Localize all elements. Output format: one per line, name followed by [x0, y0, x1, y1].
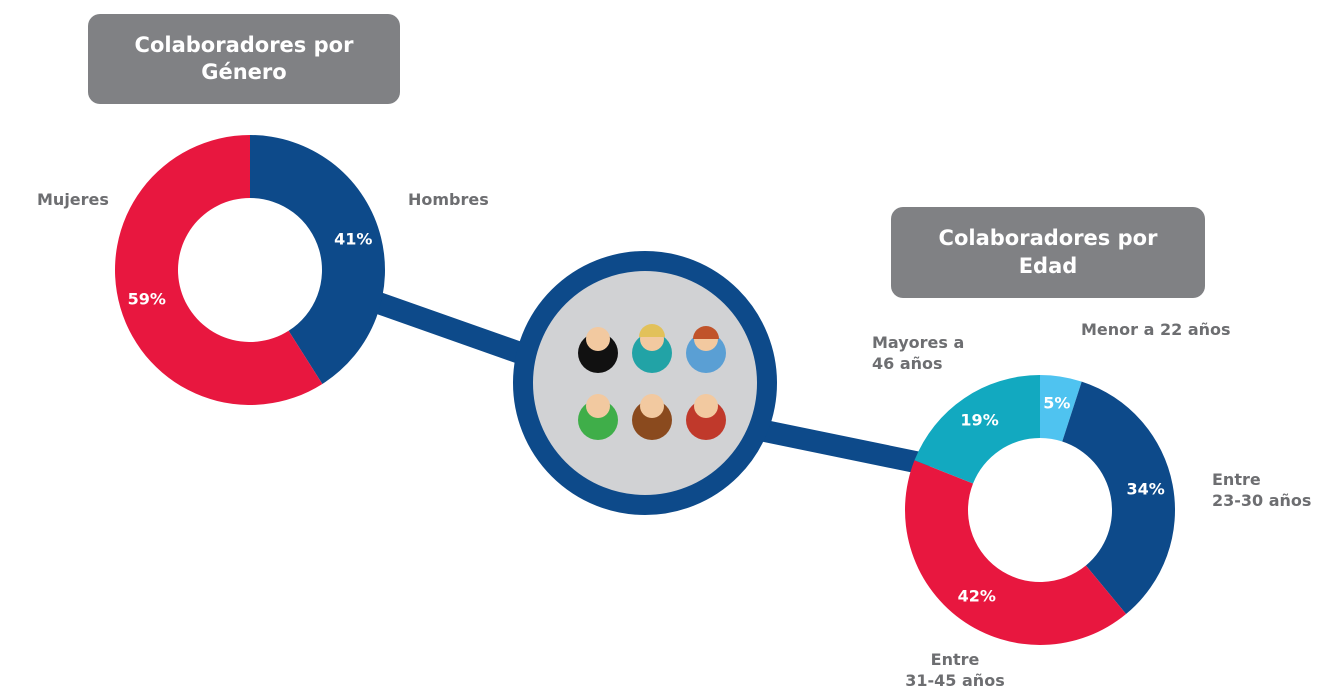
value-label: 34%: [1126, 479, 1164, 498]
value-label: 41%: [334, 230, 372, 249]
category-label: Hombres: [408, 190, 489, 211]
chart-title: Colaboradores por Género: [88, 14, 400, 104]
donut-segment: [905, 460, 1126, 645]
chart-title: Colaboradores por Edad: [891, 207, 1205, 298]
connector: [370, 300, 540, 360]
value-label: 19%: [960, 411, 998, 430]
value-label: 5%: [1043, 393, 1070, 412]
category-label: Menor a 22 años: [1081, 320, 1231, 341]
center-circle: [523, 261, 767, 505]
infographic: 41% 59% 5% 34% 42% 19% Colaboradores por Géne…: [0, 0, 1320, 696]
chart: 41% 59% 5% 34% 42% 19%: [0, 0, 1320, 696]
category-label: Entre 23-30 años: [1212, 470, 1311, 512]
connector: [760, 430, 930, 465]
category-label: Mayores a 46 años: [872, 333, 964, 375]
category-label: Mujeres: [37, 190, 109, 211]
category-label: Entre 31-45 años: [900, 650, 1010, 692]
value-label: 59%: [128, 289, 166, 308]
value-label: 42%: [958, 586, 996, 605]
